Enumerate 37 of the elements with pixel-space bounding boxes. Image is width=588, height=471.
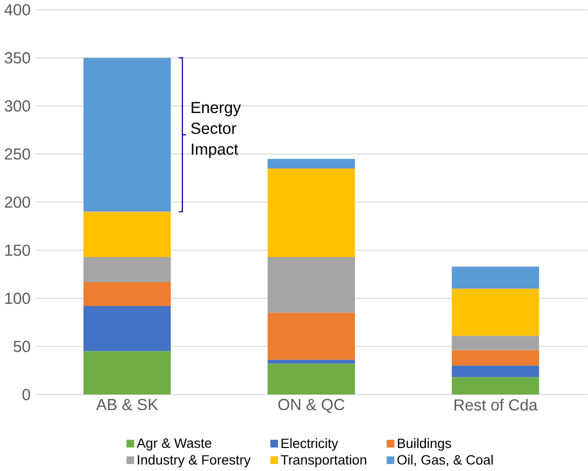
y-tick-label: 200 — [4, 196, 30, 208]
bar — [452, 336, 540, 350]
bar — [83, 282, 171, 306]
y-tick-label: 250 — [4, 148, 30, 160]
bar — [452, 288, 540, 336]
y-tick-label: 50 — [14, 340, 30, 352]
y-tick-label: 350 — [4, 52, 30, 64]
bar — [452, 377, 540, 394]
bar — [83, 306, 171, 352]
bar — [83, 351, 171, 394]
x-tick-label: AB & SK — [96, 398, 158, 410]
legend-label: Electricity — [282, 438, 338, 451]
y-tick-label: 100 — [5, 292, 30, 304]
y-tick-label: 0 — [22, 388, 30, 400]
x-tick-label: ON & QC — [278, 398, 344, 413]
legend-label: Transportation — [280, 454, 366, 468]
bar — [83, 212, 171, 257]
bar — [83, 256, 171, 282]
y-tick-label: 150 — [5, 244, 30, 256]
legend-label: Oil, Gas, & Coal — [397, 454, 493, 466]
y-tick-label: 300 — [4, 100, 30, 112]
bar — [452, 350, 540, 366]
bar — [268, 256, 355, 313]
legend-label: Agr & Waste — [136, 438, 212, 450]
annotation: Energy Sector Impact — [191, 102, 241, 158]
bar — [268, 360, 355, 364]
legend-label: Buildings — [398, 438, 452, 451]
bar — [268, 158, 355, 168]
bar — [268, 168, 355, 257]
x-tick-label: Rest of Cda — [454, 398, 538, 410]
bar — [83, 58, 171, 212]
legend-label: Industry & Forestry — [138, 454, 251, 468]
bar — [452, 266, 540, 289]
bar — [268, 364, 355, 394]
bar — [268, 312, 355, 360]
y-tick-label: 400 — [4, 4, 30, 16]
bar — [452, 366, 540, 378]
